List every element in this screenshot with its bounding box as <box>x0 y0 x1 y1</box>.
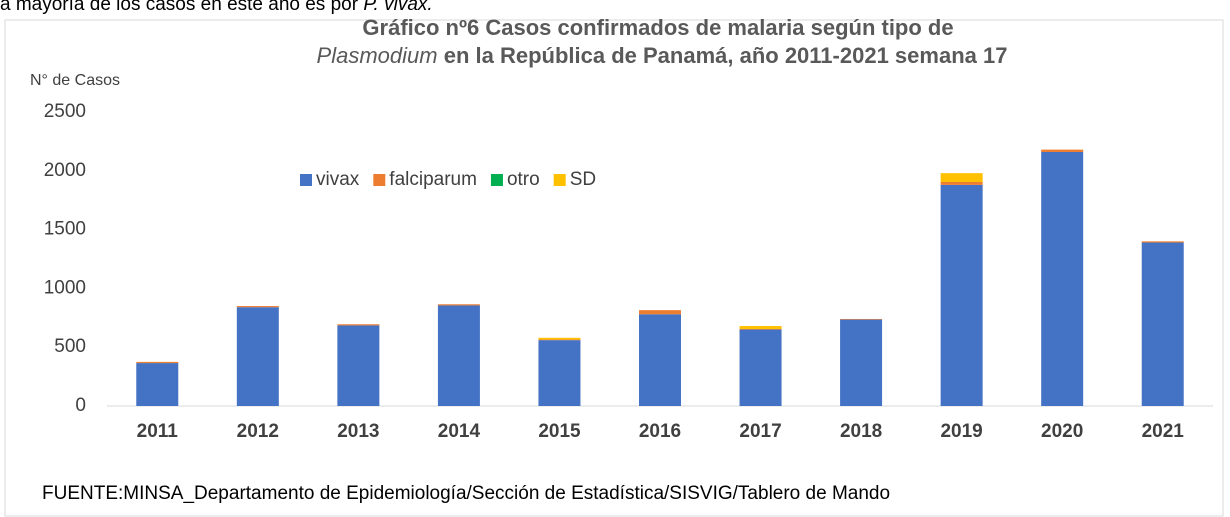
bar-segment <box>538 337 581 340</box>
bar-segment <box>739 329 782 406</box>
y-tick-label: 0 <box>75 395 86 416</box>
bar-segment <box>437 305 480 406</box>
bar-segment <box>940 173 983 182</box>
bar-segment <box>337 324 380 326</box>
legend-swatch <box>553 174 566 186</box>
bar-segment <box>940 184 983 406</box>
bar-segment <box>1141 241 1184 243</box>
legend-label: falciparum <box>389 169 477 190</box>
legend-label: SD <box>570 169 596 190</box>
x-tick-label: 2017 <box>739 421 781 442</box>
x-tick-label: 2016 <box>639 421 681 442</box>
caption-italic: P. vivax. <box>363 0 432 15</box>
bar-segment <box>538 340 581 406</box>
chart-title-line2: Plasmodium en la República de Panamá, añ… <box>317 43 1008 68</box>
y-tick-label: 500 <box>54 336 86 357</box>
bar-segment <box>337 325 380 406</box>
x-tick-label: 2019 <box>940 421 982 442</box>
legend-swatch <box>373 174 386 186</box>
legend-swatch <box>490 174 503 186</box>
chart-title: Gráfico nº6 Casos confirmados de malaria… <box>362 15 953 40</box>
caption-fragment: a mayoría de los casos en este año es po… <box>0 0 433 15</box>
title-italic: Plasmodium <box>317 43 438 68</box>
x-tick-label: 2015 <box>538 421 581 442</box>
bar-segment <box>236 306 279 308</box>
x-tick-label: 2018 <box>840 421 882 442</box>
bar-segment <box>1141 242 1184 406</box>
bar-segment <box>739 326 782 329</box>
y-tick-label: 2000 <box>44 160 86 181</box>
x-tick-label: 2012 <box>237 421 279 442</box>
bar-segment <box>136 361 179 364</box>
x-tick-label: 2021 <box>1142 421 1185 442</box>
bar-segment <box>236 307 279 406</box>
title-rest: en la República de Panamá, año 2011-2021… <box>438 43 1008 68</box>
bar-segment <box>437 304 480 306</box>
bar-segment <box>1041 151 1084 406</box>
legend-label: otro <box>507 169 540 190</box>
bar-segment <box>639 314 681 406</box>
y-axis-label: N° de Casos <box>30 72 120 89</box>
y-tick-label: 2500 <box>44 101 86 122</box>
legend-swatch <box>300 174 312 186</box>
bar-segment <box>840 318 883 320</box>
bar-segment <box>940 181 983 185</box>
source-note: FUENTE:MINSA_Departamento de Epidemiolog… <box>42 483 890 504</box>
x-tick-label: 2014 <box>438 421 481 442</box>
y-tick-label: 1500 <box>44 219 86 240</box>
bar-segment <box>538 339 581 341</box>
bar-segment <box>1041 149 1084 152</box>
x-tick-label: 2013 <box>337 421 379 442</box>
x-tick-label: 2020 <box>1041 421 1083 442</box>
x-tick-label: 2011 <box>137 421 179 442</box>
caption-text: a mayoría de los casos en este año es po… <box>0 0 363 15</box>
chart-frame <box>4 19 1224 517</box>
bar-segment <box>739 328 782 330</box>
legend-label: vivax <box>316 169 360 190</box>
y-tick-label: 1000 <box>44 277 86 298</box>
bar-segment <box>840 319 883 406</box>
bar-segment <box>639 310 681 315</box>
bar-segment <box>136 363 179 406</box>
